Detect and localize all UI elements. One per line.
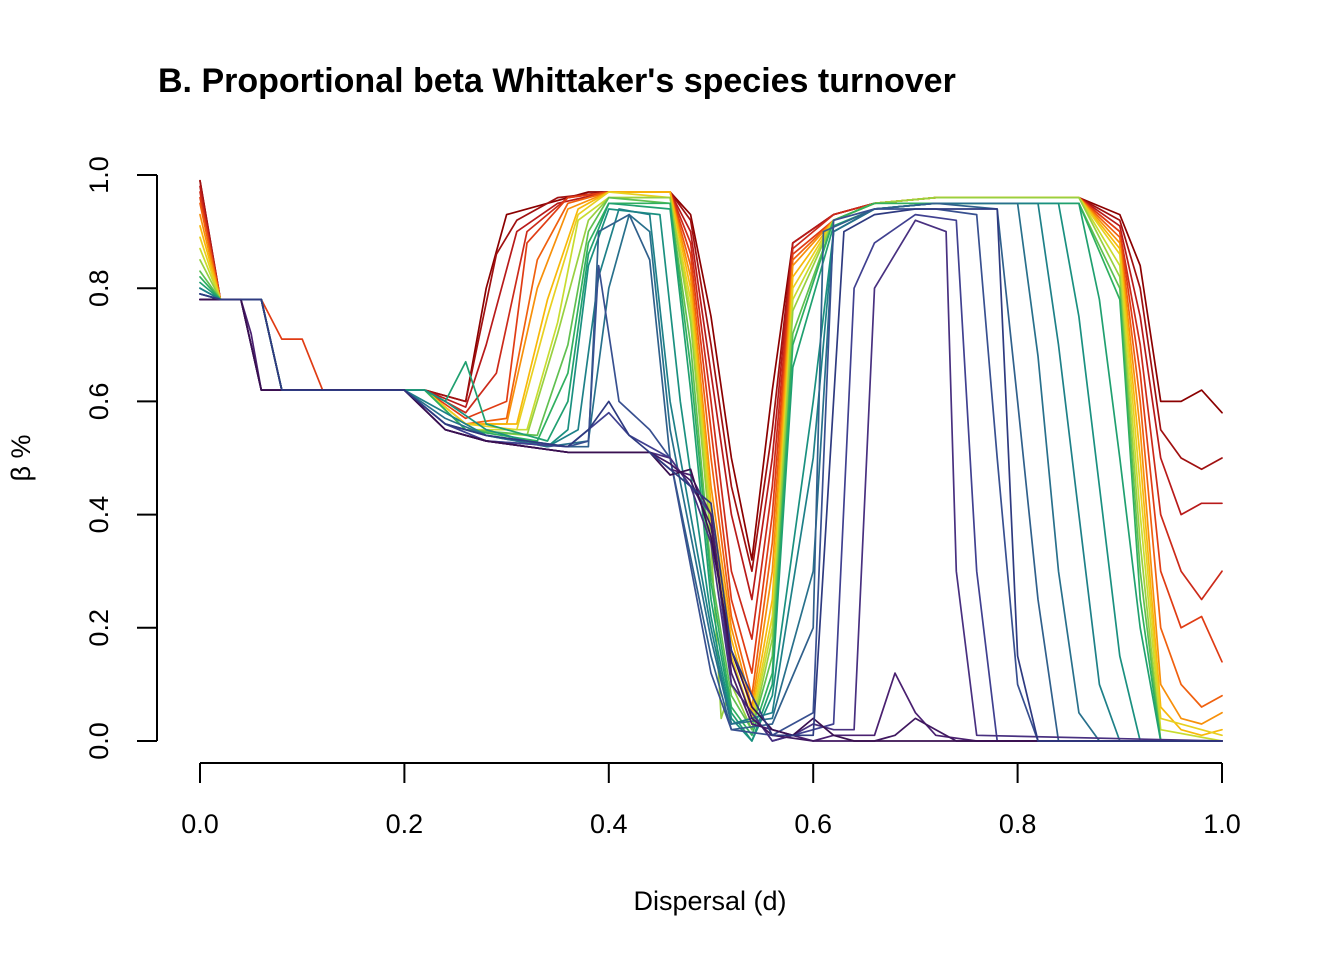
series-line-12 [199, 202, 1223, 742]
x-tick-label-1: 0.2 [386, 809, 424, 839]
series-line-13 [199, 202, 1223, 742]
y-tick-label-0: 0.0 [84, 722, 114, 760]
y-tick-label-3: 0.6 [84, 383, 114, 421]
series-line-16 [199, 202, 1223, 742]
series-line-1 [199, 179, 1223, 573]
series-layer [199, 179, 1223, 742]
series-line-4 [199, 191, 1223, 674]
series-line-14 [199, 202, 1223, 742]
x-tick-label-3: 0.6 [794, 809, 832, 839]
x-tick-label-4: 0.8 [999, 809, 1037, 839]
series-line-24 [199, 208, 1223, 742]
y-tick-label-5: 1.0 [84, 156, 114, 194]
y-tick-label-4: 0.8 [84, 269, 114, 307]
series-line-18 [199, 208, 1223, 742]
chart-title: B. Proportional beta Whittaker's species… [158, 62, 956, 100]
x-tick-label-0: 0.0 [181, 809, 219, 839]
series-line-2 [199, 185, 1223, 601]
series-line-10 [199, 196, 1223, 742]
series-line-9 [199, 196, 1223, 742]
series-line-11 [199, 196, 1223, 742]
axes-layer: 0.0 0.2 0.4 0.6 0.8 1.0 0.0 0.2 0.4 0.6 0.8 1.0 [84, 156, 1241, 839]
x-tick-label-2: 0.4 [590, 809, 628, 839]
series-line-17 [199, 202, 1223, 742]
y-axis-label: β % [6, 434, 36, 481]
x-axis-label: Dispersal (d) [633, 886, 786, 916]
series-line-15 [199, 202, 1223, 742]
y-tick-label-2: 0.4 [84, 496, 114, 534]
x-tick-label-5: 1.0 [1203, 809, 1241, 839]
y-tick-label-1: 0.2 [84, 609, 114, 647]
